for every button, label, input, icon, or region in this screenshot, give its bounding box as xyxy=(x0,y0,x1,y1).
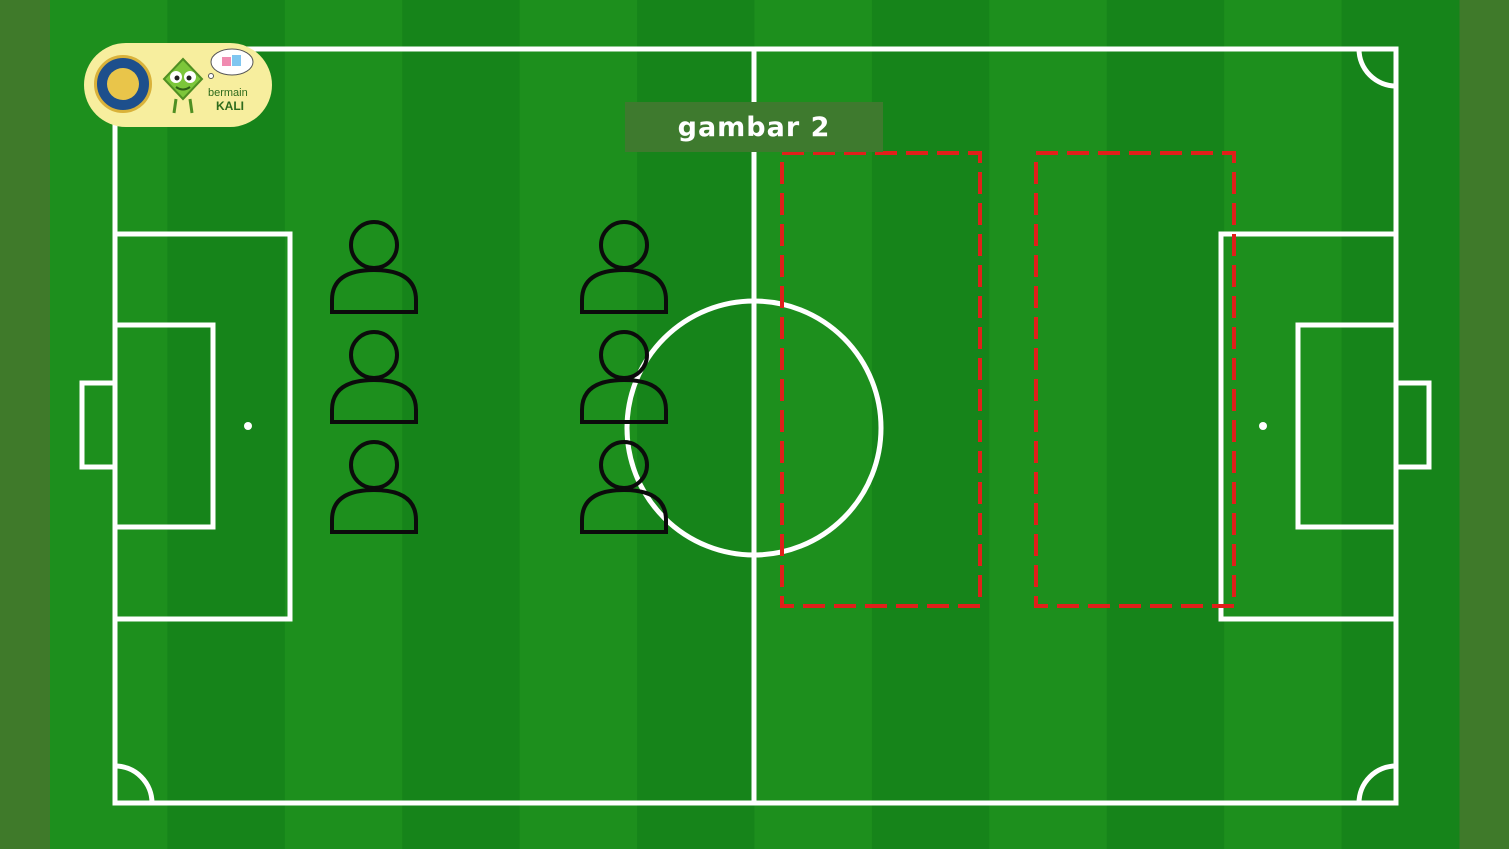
thought-bubble-icon xyxy=(208,48,254,79)
left-goal xyxy=(79,380,118,470)
pitch-stripes xyxy=(50,0,1460,849)
right-penalty-spot xyxy=(1259,422,1267,430)
green-mascot-icon xyxy=(162,57,204,114)
pitch-stripe xyxy=(989,0,1108,849)
pitch-stripe xyxy=(1341,0,1460,849)
target-zones xyxy=(780,151,1236,608)
player-icon xyxy=(580,330,668,424)
player-icon xyxy=(330,220,418,314)
university-seal-icon xyxy=(94,55,152,113)
target-zone-1 xyxy=(780,151,982,608)
brand-word-1: bermain xyxy=(208,87,248,99)
pitch-stripe xyxy=(1224,0,1343,849)
logo-badge: bermain KALI xyxy=(84,43,272,127)
player-icon xyxy=(580,220,668,314)
right-goal xyxy=(1393,380,1432,470)
corner-arc-bottom-right xyxy=(1356,763,1397,804)
center-circle xyxy=(624,298,884,558)
player-icon xyxy=(580,440,668,534)
player-icon xyxy=(330,330,418,424)
left-penalty-spot xyxy=(244,422,252,430)
target-zone-2 xyxy=(1034,151,1236,608)
pitch-stripe xyxy=(519,0,638,849)
pitch-stripe xyxy=(167,0,286,849)
field-lines xyxy=(79,46,1432,806)
pitch-stripe xyxy=(402,0,521,849)
player-icon xyxy=(330,440,418,534)
brand-word-2: KALI xyxy=(216,99,244,113)
caption-box: gambar 2 xyxy=(625,102,883,152)
corner-arc-bottom-left xyxy=(114,763,155,804)
pitch-stripe xyxy=(1106,0,1225,849)
pitch-stripe xyxy=(50,0,168,849)
pitch-stripe xyxy=(871,0,990,849)
players xyxy=(330,220,668,534)
caption-title: gambar 2 xyxy=(677,111,831,143)
pitch-stripe xyxy=(284,0,403,849)
corner-arc-top-right xyxy=(1356,48,1397,89)
